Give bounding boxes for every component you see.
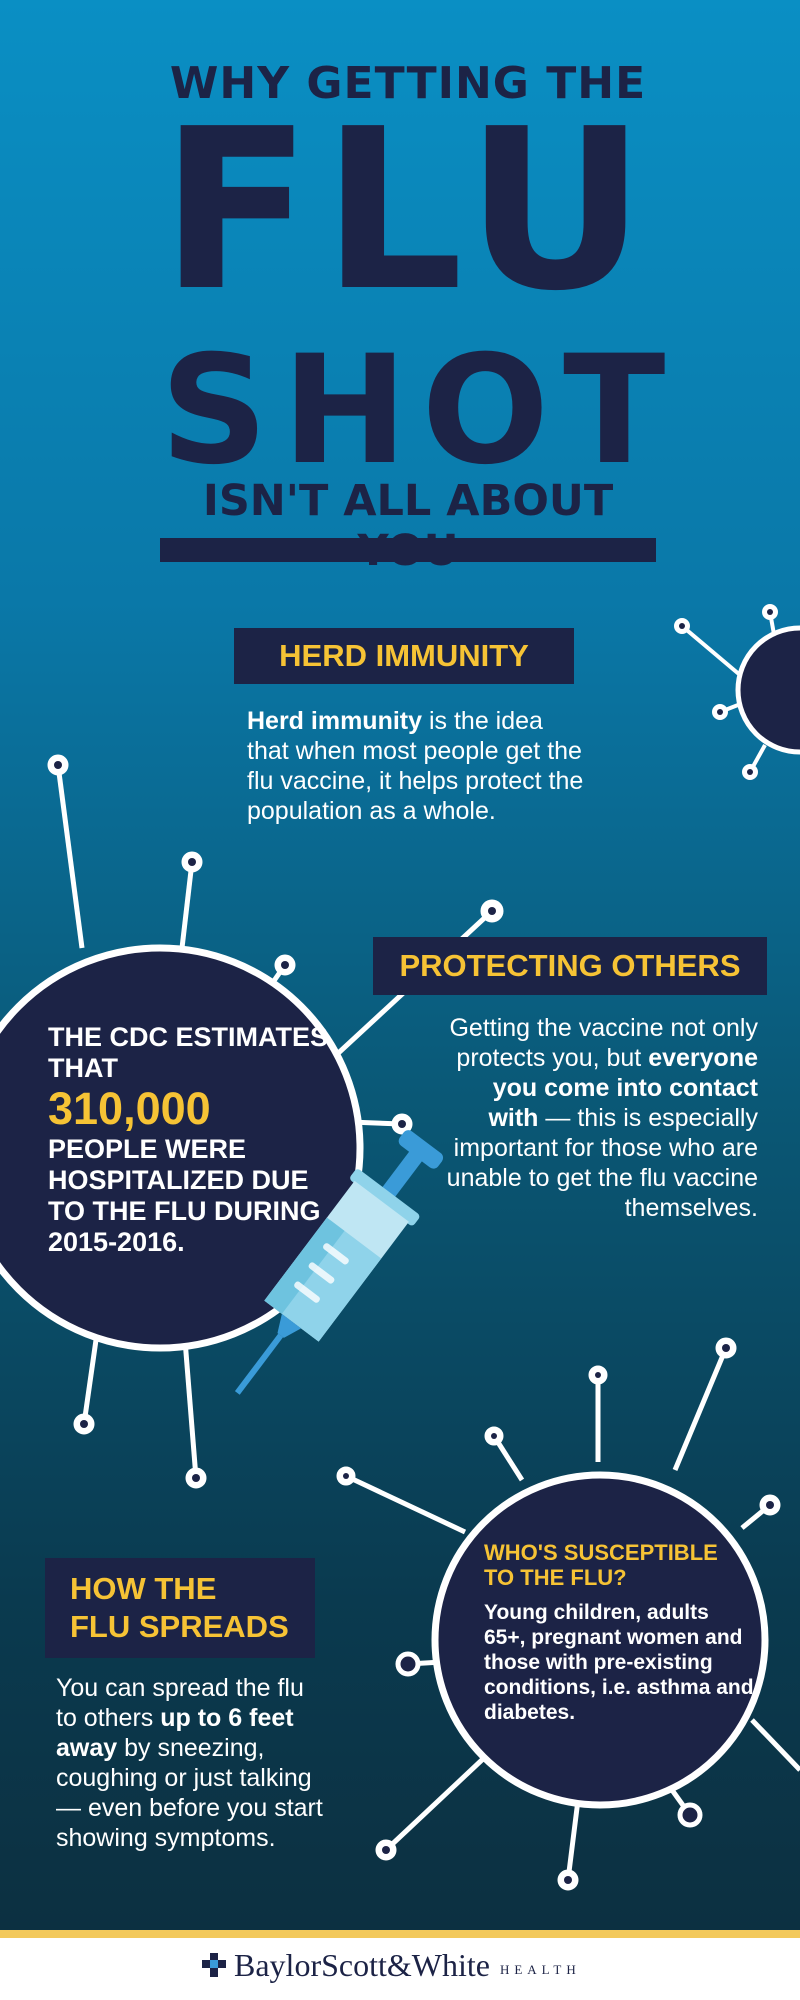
title-flu: FLU: [160, 82, 656, 340]
protecting-others-text-bold: everyone you come into contact with: [488, 1044, 758, 1132]
baylor-cross-icon: [202, 1953, 226, 1977]
brand-logo: BaylorScott&White HEALTH: [200, 1946, 581, 1983]
virus-icon: [674, 604, 800, 780]
title-line1: WHY GETTING THE: [169, 58, 647, 109]
protecting-others-text: Getting the vaccine not only protects yo…: [440, 1013, 758, 1223]
protecting-others-text-part2: — this is especially important for those…: [446, 1104, 758, 1222]
how-flu-spreads-heading-line1: HOW THE: [70, 1571, 217, 1606]
how-flu-spreads-text-bold: up to 6 feet away: [56, 1704, 294, 1762]
how-flu-spreads-text: You can spread the flu to others up to 6…: [56, 1673, 326, 1853]
how-flu-spreads-text-part1: You can spread the flu to others: [56, 1674, 304, 1732]
syringe-icon: [234, 1130, 444, 1395]
how-flu-spreads-heading: HOW THE FLU SPREADS: [45, 1558, 315, 1658]
how-flu-spreads-text-part2: by sneezing, coughing or just talking — …: [56, 1734, 323, 1852]
brand-name: BaylorScott&White: [234, 1946, 490, 1983]
virus-icon: [0, 754, 504, 1489]
title-underline: [160, 538, 656, 562]
susceptible-text: Young children, adults 65+, pregnant wom…: [484, 1601, 754, 1724]
susceptible-heading: WHO'S SUSCEPTIBLE TO THE FLU?: [484, 1540, 718, 1590]
protecting-others-heading: PROTECTING OTHERS: [373, 937, 767, 995]
protecting-others-text-part1: Getting the vaccine not only protects yo…: [449, 1014, 758, 1072]
cdc-stat-number: 310,000: [48, 1083, 211, 1134]
brand-subtitle: HEALTH: [499, 1962, 581, 1977]
herd-immunity-heading: HERD IMMUNITY: [234, 628, 574, 684]
herd-immunity-text-bold: Herd immunity: [247, 707, 423, 735]
footer: [0, 1930, 800, 2000]
cdc-stat-outro: PEOPLE WERE HOSPITALIZED DUE TO THE FLU …: [48, 1134, 321, 1257]
title-shot: SHOT: [160, 324, 680, 498]
virus-icon: [336, 1337, 800, 1891]
cdc-stat-intro: THE CDC ESTIMATES THAT: [48, 1022, 329, 1083]
herd-immunity-text: Herd immunity is the idea that when most…: [247, 706, 587, 826]
herd-immunity-text-rest: is the idea that when most people get th…: [247, 707, 584, 825]
cdc-stat: THE CDC ESTIMATES THAT 310,000 PEOPLE WE…: [48, 1022, 348, 1258]
how-flu-spreads-heading-line2: FLU SPREADS: [70, 1609, 289, 1644]
title-subtitle: ISN'T ALL ABOUT YOU: [202, 476, 614, 576]
